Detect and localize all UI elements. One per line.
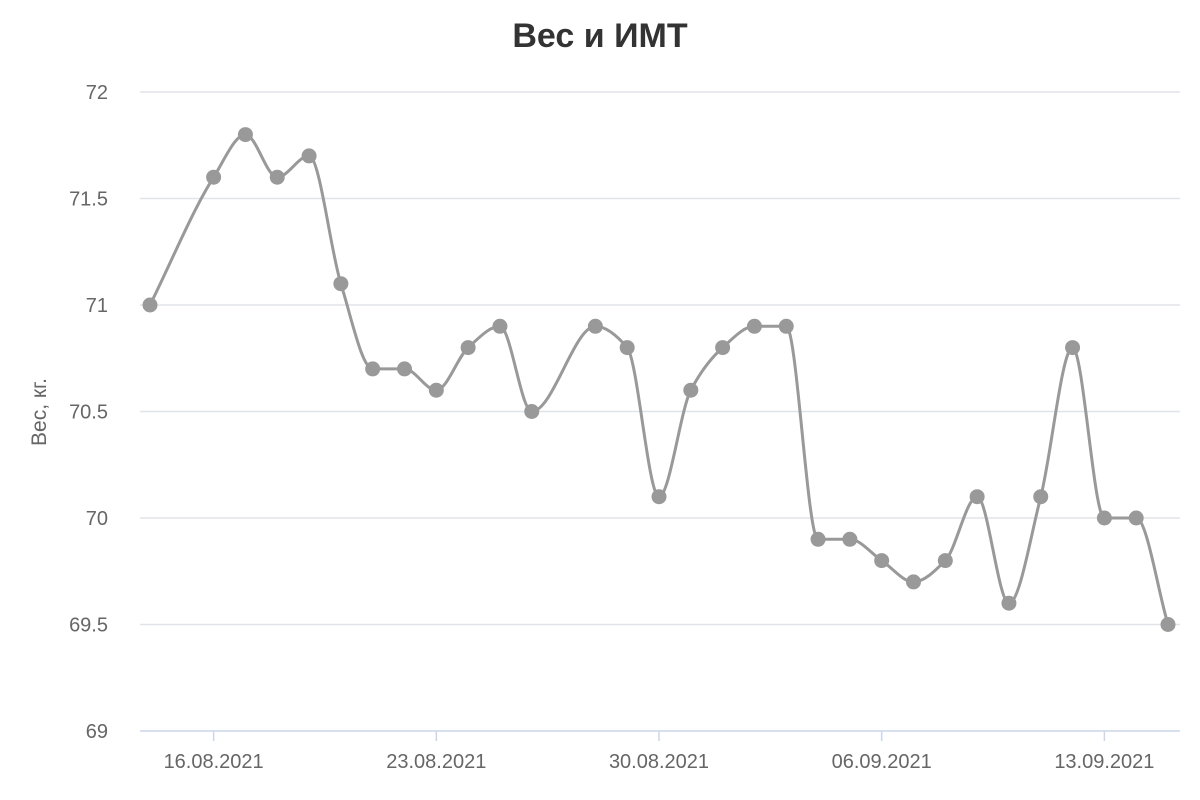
data-point[interactable] (524, 404, 540, 419)
data-point[interactable] (492, 318, 508, 334)
y-tick-label: 71 (86, 295, 108, 317)
data-point[interactable] (237, 127, 253, 143)
data-point[interactable] (142, 297, 158, 313)
data-point[interactable] (874, 553, 890, 569)
data-point[interactable] (333, 276, 349, 292)
data-point[interactable] (969, 489, 985, 505)
series-weight (142, 127, 1176, 632)
data-point[interactable] (397, 361, 412, 377)
y-tick-label: 71.5 (69, 189, 108, 211)
data-point[interactable] (842, 531, 858, 547)
y-tick-label: 70.5 (69, 402, 108, 424)
data-point[interactable] (1160, 617, 1176, 632)
data-point[interactable] (1001, 595, 1017, 611)
data-point[interactable] (269, 169, 285, 185)
data-point[interactable] (810, 531, 826, 547)
data-point[interactable] (715, 340, 731, 356)
grid-lines (140, 91, 1180, 626)
chart-title: Вес и ИМТ (512, 17, 687, 55)
data-point[interactable] (651, 489, 667, 505)
data-point[interactable] (937, 553, 953, 569)
x-axis: 16.08.2021 23.08.2021 30.08.2021 06.09.2021… (140, 730, 1180, 773)
y-axis-title: Вес, кг. (28, 378, 51, 446)
series-line (148, 133, 1170, 626)
data-point[interactable] (746, 318, 762, 334)
data-point[interactable] (587, 318, 603, 334)
data-point[interactable] (683, 382, 699, 398)
data-point[interactable] (1033, 489, 1049, 505)
data-point[interactable] (301, 148, 317, 164)
data-point[interactable] (778, 318, 794, 334)
y-axis-tick-labels: 69 69.5 70 70.5 71 71.5 72 (69, 82, 108, 743)
data-point[interactable] (1128, 510, 1144, 526)
y-tick-label: 70 (86, 508, 108, 530)
x-tick-label: 13.09.2021 (1054, 751, 1154, 773)
data-point[interactable] (460, 340, 476, 356)
y-tick-label: 72 (86, 82, 108, 104)
data-point[interactable] (206, 169, 222, 185)
data-point[interactable] (1096, 510, 1112, 526)
data-point[interactable] (619, 340, 635, 356)
y-tick-label: 69.5 (69, 615, 108, 637)
data-point[interactable] (906, 574, 921, 590)
x-tick-label: 16.08.2021 (164, 751, 264, 773)
data-point[interactable] (428, 382, 444, 398)
y-tick-label: 69 (86, 721, 108, 743)
x-tick-label: 30.08.2021 (609, 751, 709, 773)
x-tick-label: 23.08.2021 (386, 751, 486, 773)
data-point[interactable] (1065, 340, 1081, 356)
data-point[interactable] (365, 361, 381, 377)
x-tick-label: 06.09.2021 (832, 751, 932, 773)
